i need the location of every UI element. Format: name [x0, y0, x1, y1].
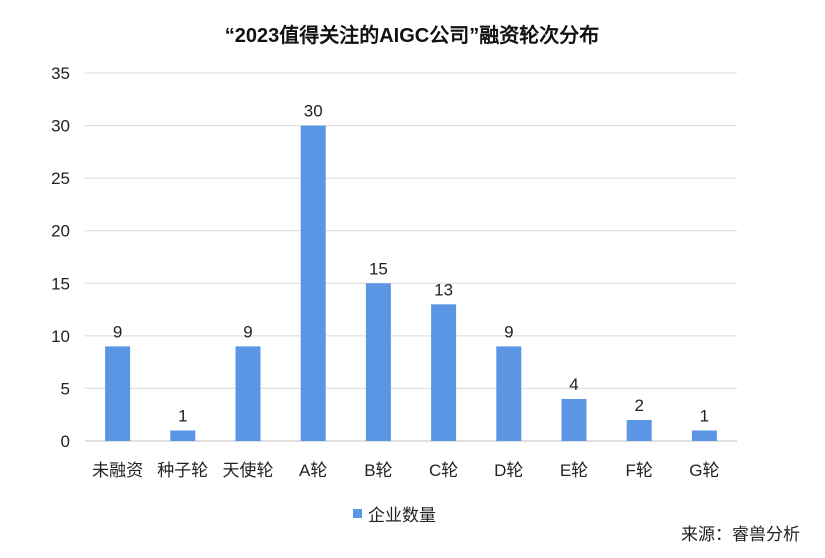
bar	[691, 430, 717, 441]
y-tick-label: 30	[51, 117, 70, 136]
data-label: 9	[243, 322, 252, 341]
data-label: 9	[113, 322, 122, 341]
bar	[365, 283, 391, 441]
legend-swatch	[353, 509, 362, 518]
data-label: 15	[369, 259, 388, 278]
y-tick-label: 25	[51, 169, 70, 188]
x-tick-label: D轮	[494, 461, 523, 480]
x-tick-label: 种子轮	[157, 461, 208, 480]
bar	[431, 304, 457, 441]
bar	[300, 125, 326, 442]
chart-title: “2023值得关注的AIGC公司”融资轮次分布	[225, 23, 600, 47]
x-tick-label: B轮	[364, 461, 392, 480]
x-tick-label: 未融资	[92, 461, 143, 480]
y-tick-label: 0	[61, 432, 70, 451]
data-label: 4	[569, 375, 578, 394]
y-tick-label: 5	[61, 379, 70, 398]
bar	[105, 346, 131, 441]
bar	[235, 346, 261, 441]
x-tick-label: 天使轮	[223, 460, 274, 480]
bar	[170, 430, 196, 441]
y-tick-label: 15	[51, 274, 70, 293]
data-label: 1	[700, 406, 709, 425]
data-label: 30	[304, 102, 323, 121]
x-tick-label: C轮	[429, 461, 458, 480]
y-tick-label: 10	[51, 327, 70, 346]
x-tick-label: E轮	[560, 461, 588, 480]
data-label: 1	[178, 406, 187, 425]
data-label: 9	[504, 322, 513, 341]
legend-label: 企业数量	[368, 506, 436, 525]
bar	[561, 398, 587, 441]
x-tick-label: A轮	[299, 461, 327, 480]
source-note: 来源：睿兽分析	[681, 525, 800, 544]
data-label: 2	[634, 396, 643, 415]
bar	[496, 346, 522, 441]
y-tick-label: 35	[51, 64, 70, 83]
x-tick-label: F轮	[626, 461, 653, 480]
y-tick-label: 20	[51, 222, 70, 241]
x-tick-label: G轮	[689, 461, 719, 480]
bar	[626, 419, 652, 441]
data-label: 13	[434, 280, 453, 299]
